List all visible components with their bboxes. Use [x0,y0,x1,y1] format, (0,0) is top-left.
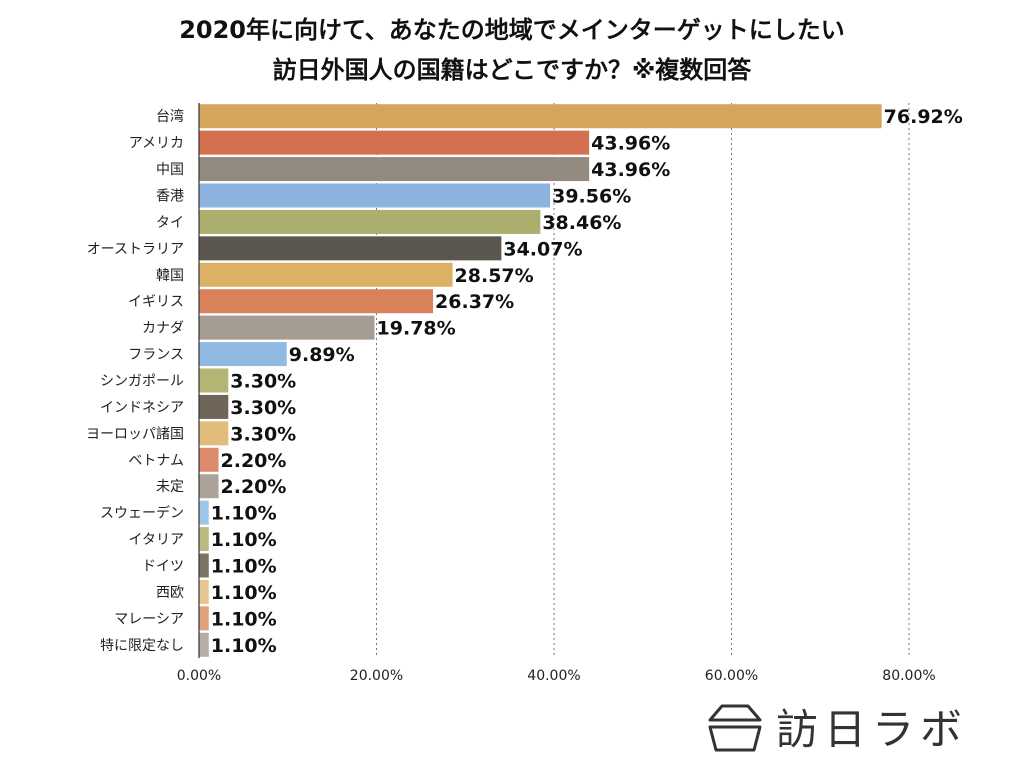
value-label: 38.46% [542,212,621,234]
category-label: イギリス [128,294,184,310]
bar [199,553,209,578]
value-label: 43.96% [591,159,670,181]
x-tick-label: 0.00% [177,668,221,684]
bar [199,500,209,525]
category-label: ベトナム [128,453,184,469]
category-label: ヨーロッパ諸国 [86,426,184,442]
bar [199,394,229,419]
value-label: 9.89% [289,344,355,366]
bar [199,447,219,472]
chart-title-line-2: 訪日外国人の国籍はどこですか？※複数回答 [272,56,752,84]
bar [199,289,434,314]
value-label: 19.78% [377,318,456,340]
bar [199,527,209,552]
value-label: 3.30% [230,397,296,419]
chart-title: 2020年に向けて、あなたの地域でメインターゲットにしたい 訪日外国人の国籍はど… [0,10,1024,90]
category-label: 韓国 [156,268,184,284]
bar [199,579,209,604]
bar [199,368,229,393]
bar [199,130,590,155]
bar [199,632,209,657]
category-label: 西欧 [156,585,184,601]
bar [199,474,219,499]
x-tick-label: 40.00% [527,668,580,684]
category-label: フランス [128,347,184,363]
value-label: 34.07% [503,238,582,260]
value-label: 1.10% [211,582,277,604]
category-label: マレーシア [114,611,184,627]
category-label: オーストラリア [87,241,184,257]
value-label: 43.96% [591,133,670,155]
category-labels: 台湾アメリカ中国香港タイオーストラリア韓国イギリスカナダフランスシンガポールイン… [86,108,184,654]
category-label: 中国 [156,162,184,178]
x-tick-label: 20.00% [350,668,403,684]
category-label: アメリカ [129,136,184,152]
value-label: 3.30% [230,423,296,445]
x-tick-label: 80.00% [882,668,935,684]
logo: 訪日ラボ [704,698,1024,762]
category-label: インドネシア [100,400,184,416]
value-label: 76.92% [884,106,963,128]
category-label: 特に限定なし [100,638,184,654]
category-label: スウェーデン [100,505,184,522]
category-label: カナダ [142,321,184,337]
value-label: 1.10% [211,529,277,551]
bar [199,342,287,367]
category-label: シンガポール [100,374,184,390]
bar [199,157,590,182]
x-tick-label: 60.00% [705,668,758,684]
value-label: 2.20% [221,450,287,472]
logo-text: 訪日ラボ [776,705,969,754]
bar [199,236,502,261]
bar [199,104,882,129]
bar [199,262,453,287]
box-logo-icon [708,704,762,752]
bar [199,315,375,340]
x-tick-labels: 0.00% 20.00% 40.00% 60.00% 80.00% [177,668,936,684]
value-label: 39.56% [552,186,631,208]
value-label: 3.30% [230,371,296,393]
bar [199,606,209,631]
category-label: タイ [156,215,184,231]
category-label: 台湾 [156,108,184,125]
value-label: 1.10% [211,608,277,630]
bar-chart: 台湾アメリカ中国香港タイオーストラリア韓国イギリスカナダフランスシンガポールイン… [86,103,963,684]
category-label: ドイツ [142,559,184,575]
bar [199,209,541,234]
value-label: 1.10% [211,503,277,525]
chart-title-line-1: 2020年に向けて、あなたの地域でメインターゲットにしたい [179,16,845,44]
bar [199,421,229,446]
value-label: 1.10% [211,635,277,657]
bars [199,104,882,657]
value-label: 1.10% [211,556,277,578]
bar [199,183,551,208]
value-labels: 76.92% 43.96% 43.96% 39.56% 38.46% 34.07% 28.5… [211,106,963,657]
value-label: 26.37% [435,291,514,313]
value-label: 28.57% [455,265,534,287]
category-label: 香港 [156,189,184,205]
value-label: 2.20% [221,476,287,498]
category-label: 未定 [156,479,184,495]
category-label: イタリア [129,532,184,548]
